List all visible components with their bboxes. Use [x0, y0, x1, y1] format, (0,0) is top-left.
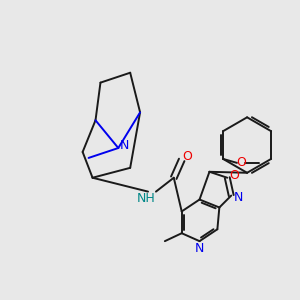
Text: O: O: [229, 169, 239, 182]
Text: N: N: [233, 191, 243, 204]
Text: NH: NH: [137, 192, 155, 205]
Text: O: O: [183, 150, 193, 164]
Text: O: O: [236, 156, 246, 170]
Text: N: N: [195, 242, 204, 255]
Text: N: N: [120, 139, 129, 152]
